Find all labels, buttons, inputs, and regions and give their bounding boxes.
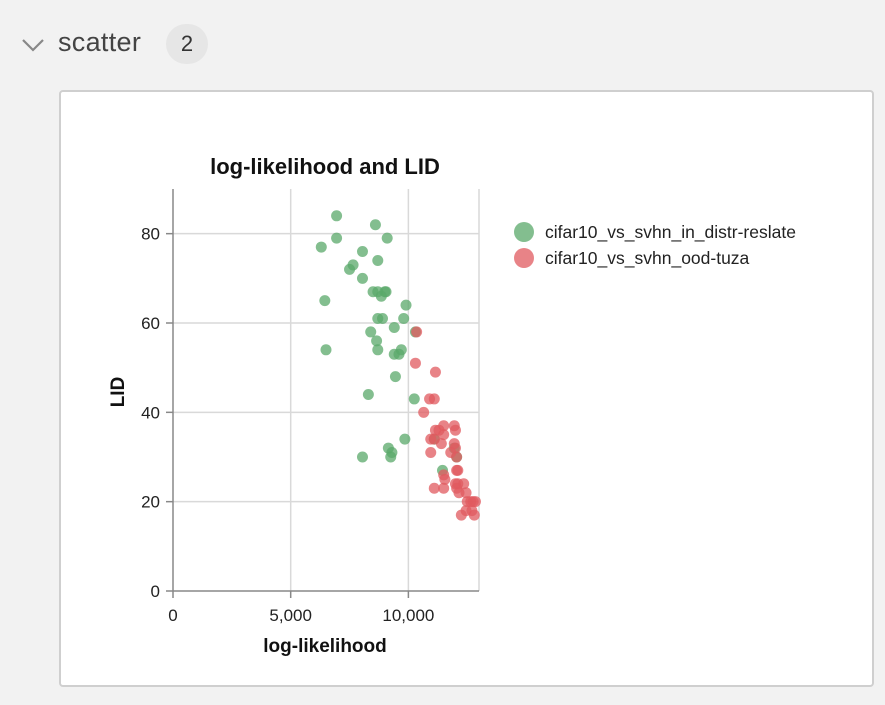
scatter-point [453, 487, 465, 499]
scatter-point [376, 313, 388, 325]
x-axis-label: log-likelihood [263, 636, 387, 657]
scatter-point [399, 433, 411, 445]
legend-marker [514, 222, 534, 242]
legend-item[interactable]: cifar10_vs_svhn_ood-tuza [514, 248, 750, 269]
scatter-point [452, 464, 464, 476]
scatter-point [411, 326, 423, 338]
scatter-point [425, 433, 437, 445]
y-tick-label: 20 [141, 493, 160, 512]
scatter-point [385, 451, 397, 463]
y-tick-label: 40 [141, 403, 160, 422]
section-title: scatter [58, 27, 142, 57]
section-header: scatter 2 [0, 0, 885, 90]
scatter-point [429, 424, 441, 436]
chevron-down-icon[interactable] [20, 32, 46, 58]
count-badge: 2 [166, 24, 208, 64]
scatter-point [381, 232, 393, 244]
scatter-point [468, 509, 480, 521]
grid-layer [173, 189, 480, 591]
scatter-point [439, 473, 451, 485]
scatter-point [356, 272, 368, 284]
scatter-point [389, 371, 401, 383]
x-tick-label: 10,000 [382, 606, 434, 625]
scatter-point [331, 210, 343, 222]
scatter-point [438, 482, 450, 494]
scatter-point [315, 241, 327, 253]
y-tick-label: 0 [151, 582, 160, 601]
scatter-point [395, 344, 407, 356]
scatter-point [469, 496, 481, 508]
scatter-point [451, 451, 463, 463]
scatter-point [388, 321, 400, 333]
scatter-point [398, 313, 410, 325]
legend-label: cifar10_vs_svhn_in_distr-reslate [545, 222, 796, 243]
scatter-point [372, 254, 384, 266]
chart-title: log-likelihood and LID [210, 154, 440, 179]
x-tick-label: 5,000 [269, 606, 312, 625]
y-axis-label: LID [108, 377, 129, 408]
legend-marker [514, 248, 534, 268]
x-tick-label: 0 [168, 606, 177, 625]
scatter-point [331, 232, 343, 244]
scatter-point [369, 219, 381, 231]
scatter-point [449, 424, 461, 436]
scatter-chart: 0 5,000 10,000 0 20 40 60 80 cifar10_vs_svhn_in… [108, 154, 796, 657]
legend-label: cifar10_vs_svhn_ood-tuza [545, 248, 750, 269]
scatter-point [435, 438, 447, 450]
scatter-point [372, 344, 384, 356]
y-tick-label: 80 [141, 225, 160, 244]
scatter-point [408, 393, 420, 405]
scatter-point [356, 246, 368, 258]
scatter-point [319, 295, 331, 307]
y-tick-label: 60 [141, 314, 160, 333]
points-layer [315, 210, 481, 521]
scatter-point [344, 263, 356, 275]
chart-card: 0 5,000 10,000 0 20 40 60 80 cifar10_vs_svhn_in… [59, 90, 874, 687]
scatter-point [371, 335, 383, 347]
scatter-point [428, 482, 440, 494]
axis-layer: 0 5,000 10,000 0 20 40 60 80 [141, 189, 479, 625]
scatter-point [400, 299, 412, 311]
scatter-point [320, 344, 332, 356]
scatter-point [356, 451, 368, 463]
legend: cifar10_vs_svhn_in_distr-reslate cifar10_… [514, 222, 796, 269]
scatter-point [455, 509, 467, 521]
scatter-point [438, 429, 450, 441]
scatter-point [418, 406, 430, 418]
scatter-point [362, 388, 374, 400]
scatter-point [409, 357, 421, 369]
scatter-point [380, 286, 392, 298]
scatter-point [424, 393, 436, 405]
legend-item[interactable]: cifar10_vs_svhn_in_distr-reslate [514, 222, 796, 243]
scatter-point [429, 366, 441, 378]
scatter-point [425, 447, 437, 459]
scatter-point [365, 326, 377, 338]
